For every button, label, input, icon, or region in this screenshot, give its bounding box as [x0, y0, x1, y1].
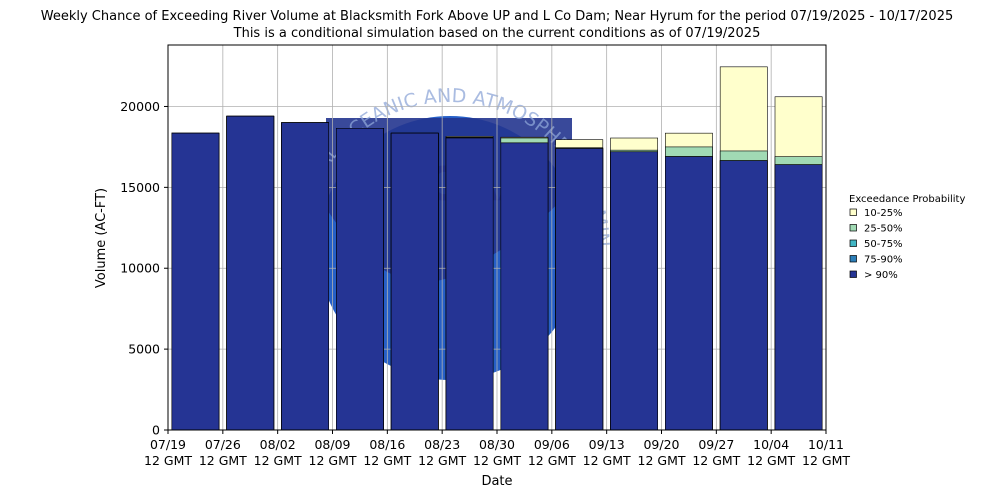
bar-90-11 — [719, 160, 768, 431]
legend: Exceedance Probability 10-25% 25-50% 50-75… — [849, 194, 965, 281]
bar-90-2 — [226, 115, 275, 431]
legend-swatch — [849, 224, 857, 232]
x-tick-label-time: 12 GMT — [528, 453, 576, 468]
x-tick-label-date: 09/20 — [643, 437, 679, 452]
x-tick-label-time: 12 GMT — [363, 453, 411, 468]
chart-title: Weekly Chance of Exceeding River Volume … — [41, 9, 954, 24]
x-tick-label-date: 10/04 — [753, 437, 789, 452]
x-tick-label-time: 12 GMT — [418, 453, 466, 468]
legend-entry-label: 10-25% — [864, 208, 903, 219]
x-tick-label-date: 09/13 — [589, 437, 625, 452]
bar-90-3 — [281, 122, 329, 431]
bar-90-12 — [774, 164, 823, 431]
legend-swatch — [849, 255, 857, 263]
bar-90-5 — [390, 132, 439, 431]
bars-group — [171, 66, 823, 431]
legend-title: Exceedance Probability — [849, 194, 965, 205]
x-tick-label-date: 08/02 — [260, 437, 296, 452]
x-tick-label-date: 09/27 — [698, 437, 734, 452]
y-tick-label: 10000 — [120, 261, 160, 276]
y-axis-label: Volume (AC-FT) — [94, 188, 109, 288]
bar-90-7 — [500, 142, 549, 431]
x-tick-label-date: 08/23 — [424, 437, 460, 452]
bar-90-1 — [171, 132, 220, 431]
legend-entry-label: > 90% — [864, 270, 898, 281]
x-tick-label-time: 12 GMT — [254, 453, 302, 468]
x-tick-label-time: 12 GMT — [638, 453, 686, 468]
x-tick-label-date: 09/06 — [534, 437, 570, 452]
y-tick-label: 5000 — [128, 342, 160, 357]
y-tick-label: 0 — [152, 423, 160, 438]
x-tick-label-date: 07/19 — [150, 437, 186, 452]
bar-90-4 — [336, 128, 384, 431]
bar-90-9 — [610, 151, 658, 431]
y-tick-label: 15000 — [120, 180, 160, 195]
x-tick-label-date: 10/11 — [808, 437, 844, 452]
bar-90-6 — [445, 137, 494, 431]
bar-90-10 — [665, 156, 713, 431]
x-tick-label-date: 08/30 — [479, 437, 515, 452]
x-tick-label-time: 12 GMT — [747, 453, 795, 468]
x-tick-label-time: 12 GMT — [802, 453, 850, 468]
bar-90-8 — [555, 148, 604, 431]
legend-swatch — [849, 270, 857, 278]
x-tick-label-time: 12 GMT — [692, 453, 740, 468]
y-tick-label: 20000 — [120, 99, 160, 114]
legend-entry-label: 25-50% — [864, 224, 903, 235]
x-tick-label-time: 12 GMT — [309, 453, 357, 468]
chart-subtitle: This is a conditional simulation based o… — [233, 26, 761, 41]
legend-swatch — [849, 208, 857, 216]
x-tick-label-time: 12 GMT — [199, 453, 247, 468]
legend-swatch — [849, 239, 857, 247]
x-tick-label-time: 12 GMT — [583, 453, 631, 468]
x-tick-label-date: 08/16 — [369, 437, 405, 452]
legend-entry-label: 50-75% — [864, 239, 903, 250]
legend-entry-label: 75-90% — [864, 255, 903, 266]
y-ticks-group: 0 5000 10000 15000 20000 — [120, 99, 168, 438]
x-tick-label-date: 07/26 — [205, 437, 241, 452]
x-tick-label-date: 08/09 — [314, 437, 350, 452]
x-tick-label-time: 12 GMT — [473, 453, 521, 468]
x-axis-label: Date — [481, 474, 512, 489]
x-tick-label-time: 12 GMT — [144, 453, 192, 468]
